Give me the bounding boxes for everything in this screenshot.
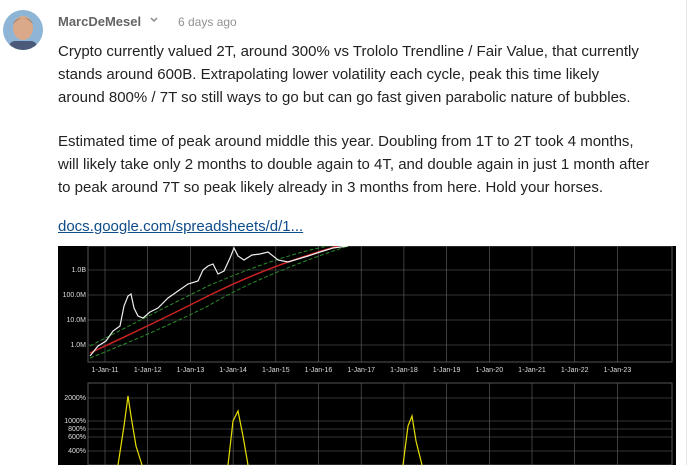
axis-label: 100.0M <box>63 292 87 299</box>
axis-label: 1.0M <box>70 342 86 349</box>
axis-label: 800% <box>68 426 86 433</box>
post-body: Crypto currently valued 2T, around 300% … <box>58 40 649 199</box>
axis-label: 1-Jan-14 <box>219 367 247 374</box>
axis-label: 1-Jan-21 <box>518 367 546 374</box>
axis-label: 1-Jan-19 <box>433 367 461 374</box>
paragraph: Estimated time of peak around middle thi… <box>58 130 649 199</box>
axis-label: 1-Jan-22 <box>561 367 589 374</box>
paragraph: Crypto currently valued 2T, around 300% … <box>58 40 649 109</box>
text-line: Estimated time of peak around middle thi… <box>58 133 634 150</box>
chevron[interactable] <box>149 15 159 25</box>
author[interactable]: MarcDeMesel <box>58 14 142 29</box>
axis-label: 10.0M <box>67 317 87 324</box>
axis-label: 1-Jan-18 <box>390 367 418 374</box>
axis-label: 2000% <box>64 395 86 402</box>
axis-label: 1-Jan-20 <box>475 367 503 374</box>
link[interactable]: docs.google.com/spreadsheets/d/1... <box>58 218 304 235</box>
axis-label: 1-Jan-16 <box>305 367 333 374</box>
text-line: around 800% / 7T so still ways to go but… <box>58 89 631 106</box>
axis-label: 600% <box>68 434 86 441</box>
axis-label: 1000% <box>64 418 86 425</box>
axis-label: 1-Jan-12 <box>134 367 162 374</box>
text-line: to peak around 7T so peak likely already… <box>58 179 604 196</box>
axis-label: 1-Jan-17 <box>347 367 375 374</box>
text-line: Crypto currently valued 2T, around 300% … <box>58 43 639 60</box>
text-line: will likely take only 2 months to double… <box>58 156 650 173</box>
text-line: stands around 600B. Extrapolating lower … <box>58 66 600 83</box>
axis-label: 1-Jan-23 <box>604 367 632 374</box>
chart-image: 1.0B 100.0M 10.0M 1.0M 1-Jan-11 1-Jan-12 1-Jan… <box>58 246 676 465</box>
axis-label: 1-Jan-15 <box>262 367 290 374</box>
avatar[interactable] <box>3 10 43 50</box>
axis-label: 400% <box>68 448 86 455</box>
border <box>686 0 687 465</box>
axis-label: 1-Jan-13 <box>177 367 205 374</box>
axis-label: 1.0B <box>72 267 87 274</box>
timestamp[interactable]: 6 days ago <box>178 15 237 29</box>
axis-label: 1-Jan-11 <box>91 367 118 374</box>
